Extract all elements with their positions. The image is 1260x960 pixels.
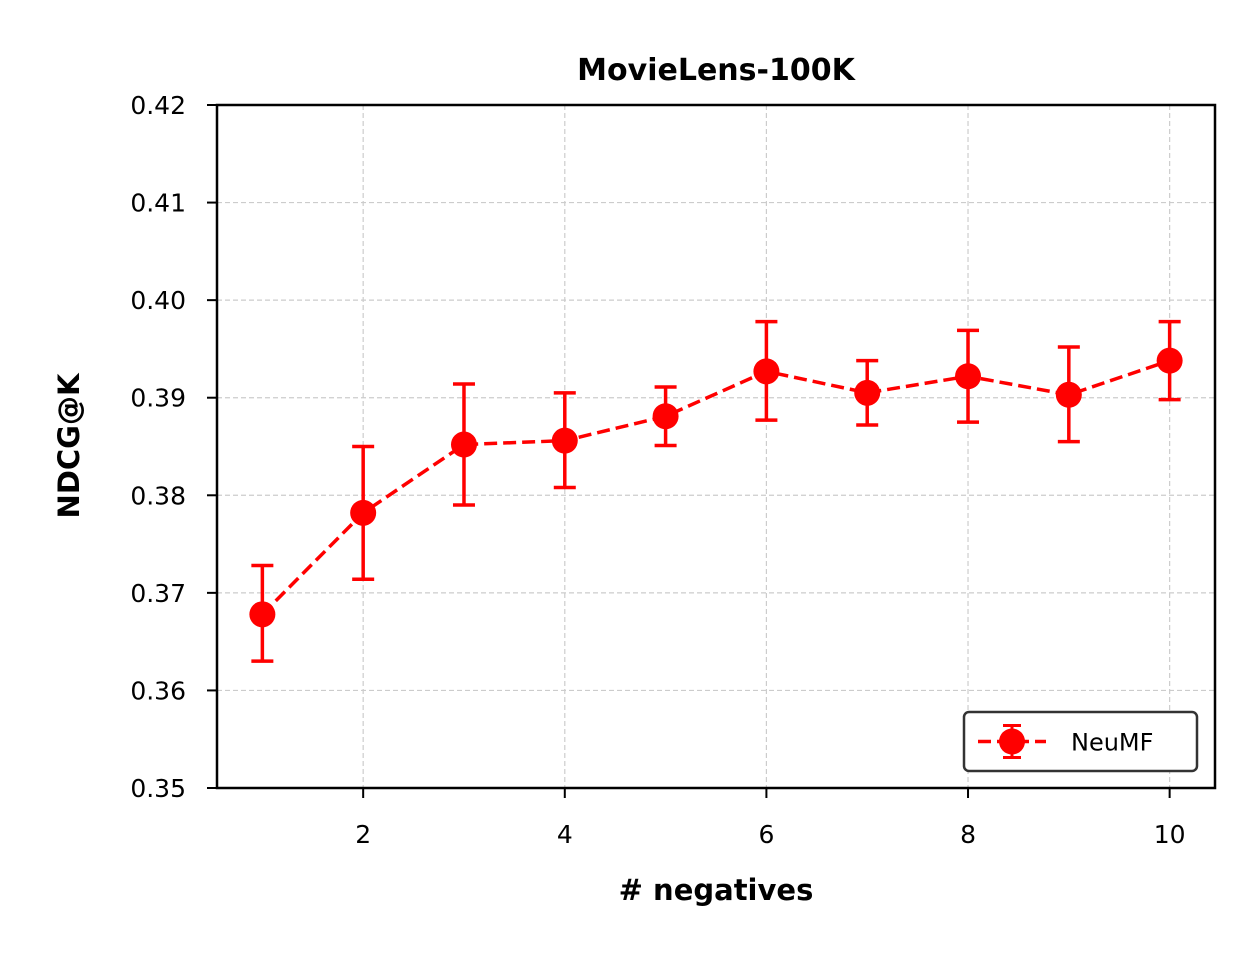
- data-point: [854, 379, 881, 406]
- ticks: 2 4 6 8 10 0.35 0.36 0.37 0.38 0.39 0.40 0.41 0.42: [130, 91, 1185, 849]
- y-tick-label: 0.37: [130, 579, 186, 608]
- y-tick-label: 0.36: [130, 676, 186, 705]
- legend-box: [962, 710, 1199, 773]
- series-layer: [249, 319, 1183, 663]
- data-point: [350, 499, 377, 526]
- legend-label: NeuMF: [1071, 729, 1153, 757]
- y-axis-label: NDCG@K: [52, 372, 86, 518]
- data-point: [450, 431, 477, 458]
- data-point: [1156, 347, 1183, 374]
- data-point: [551, 427, 578, 454]
- x-tick-label: 6: [758, 820, 774, 849]
- y-tick-label: 0.35: [130, 774, 186, 803]
- x-axis-label: # negatives: [619, 873, 814, 907]
- plot-frame: [215, 103, 1217, 790]
- y-tick-label: 0.39: [130, 384, 186, 413]
- data-point: [753, 358, 780, 385]
- x-tick-label: 2: [355, 820, 371, 849]
- y-tick-label: 0.40: [130, 286, 186, 315]
- data-point: [249, 601, 276, 628]
- data-point: [955, 363, 982, 390]
- chart-title: MovieLens-100K: [577, 53, 856, 88]
- data-point: [1055, 381, 1082, 408]
- legend-marker: [999, 728, 1025, 755]
- legend: NeuMF: [962, 710, 1199, 773]
- series-line: [261, 358, 1171, 616]
- y-tick-label: 0.41: [130, 189, 186, 218]
- x-tick-label: 4: [557, 820, 573, 849]
- y-tick-label: 0.42: [130, 91, 186, 120]
- x-tick-label: 8: [960, 820, 976, 849]
- y-tick-label: 0.38: [130, 481, 186, 510]
- data-point: [652, 403, 679, 430]
- x-tick-label: 10: [1154, 820, 1186, 849]
